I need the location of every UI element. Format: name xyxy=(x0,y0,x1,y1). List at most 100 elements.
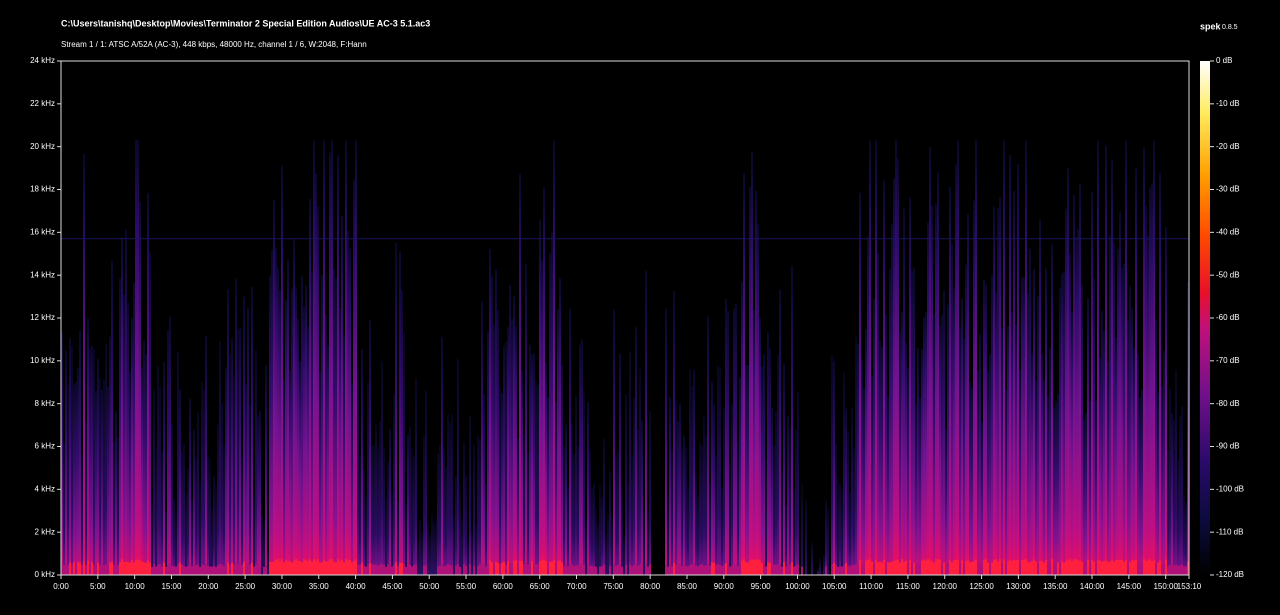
low-band xyxy=(1079,560,1081,575)
low-band xyxy=(903,561,905,575)
spectrum-column xyxy=(103,379,105,575)
low-band xyxy=(943,562,945,575)
spectrum-column xyxy=(1179,416,1181,575)
spectrum-column xyxy=(247,307,249,575)
x-tick-label: 30:00 xyxy=(272,582,293,591)
low-band xyxy=(747,562,749,575)
spectrum-column xyxy=(1045,267,1047,575)
low-band xyxy=(555,563,557,575)
low-band xyxy=(223,566,225,575)
spectrum-column xyxy=(1011,312,1013,575)
spectrum-column xyxy=(1167,450,1169,575)
spectrum-column xyxy=(183,443,185,575)
spectrum-column xyxy=(515,326,517,575)
low-band xyxy=(975,559,977,575)
low-band xyxy=(137,559,139,575)
low-band xyxy=(907,563,909,575)
x-tick-label: 75:00 xyxy=(603,582,624,591)
low-band xyxy=(647,566,649,575)
x-tick-label: 153:10 xyxy=(1177,582,1202,591)
spectrum-column xyxy=(841,488,843,575)
spectrum-column xyxy=(989,354,991,575)
low-band xyxy=(519,560,521,575)
spectrum-column xyxy=(791,265,793,575)
x-tick-label: 105:00 xyxy=(822,582,847,591)
spectrum-column xyxy=(409,426,411,575)
spectrum-column xyxy=(697,495,699,575)
low-band xyxy=(873,563,875,575)
low-band xyxy=(691,564,693,575)
spectrum-column xyxy=(243,296,245,575)
low-band xyxy=(549,561,551,575)
low-band xyxy=(271,561,273,575)
low-band xyxy=(1039,561,1041,575)
low-band xyxy=(221,564,223,575)
spectrum-column xyxy=(1097,140,1099,575)
low-band xyxy=(621,566,623,575)
low-band xyxy=(797,564,799,575)
x-tick-label: 130:00 xyxy=(1006,582,1031,591)
low-band xyxy=(599,566,601,575)
low-band xyxy=(199,566,201,575)
low-band xyxy=(1141,563,1143,575)
spectrum-column xyxy=(223,446,225,575)
low-band xyxy=(853,564,855,575)
low-band xyxy=(303,559,305,575)
spectrum-column xyxy=(359,455,361,575)
spectrum-column xyxy=(537,385,539,575)
low-band xyxy=(1165,559,1167,575)
low-band xyxy=(615,565,617,575)
low-band xyxy=(939,559,941,575)
spectrum-column xyxy=(623,535,625,575)
spectrum-column xyxy=(931,205,933,575)
low-band xyxy=(153,564,155,575)
low-band xyxy=(687,566,689,575)
low-band xyxy=(851,565,853,575)
spectrum-column xyxy=(477,435,479,575)
x-tick-label: 85:00 xyxy=(677,582,698,591)
spectrum-column xyxy=(429,532,431,575)
spectrum-column xyxy=(281,165,283,576)
spectrum-column xyxy=(1001,328,1003,575)
spectrum-column xyxy=(643,511,645,575)
low-band xyxy=(739,563,741,575)
low-band xyxy=(871,561,873,575)
x-tick-label: 100:00 xyxy=(785,582,810,591)
spectrum-column xyxy=(473,445,475,575)
spectrum-column xyxy=(219,341,221,575)
spectrum-column xyxy=(763,353,765,575)
spectrum-column xyxy=(287,259,289,575)
spectrum-column xyxy=(215,485,217,575)
spectrum-column xyxy=(853,448,855,575)
spectrum-column xyxy=(1077,228,1079,575)
spectrum-column xyxy=(1107,361,1109,575)
spectrum-column xyxy=(627,483,629,575)
low-band xyxy=(893,561,895,575)
low-band xyxy=(351,562,353,575)
x-tick-label: 20:00 xyxy=(198,582,219,591)
spectrum-column xyxy=(95,390,97,575)
spectrum-column xyxy=(1099,357,1101,575)
low-band xyxy=(337,559,339,575)
low-band xyxy=(1113,561,1115,575)
low-band xyxy=(403,564,405,575)
spectrum-column xyxy=(383,447,385,575)
low-band xyxy=(1033,559,1035,575)
spectrum-column xyxy=(893,178,895,576)
level-colorbar xyxy=(1200,61,1210,575)
spectrum-column xyxy=(943,289,945,575)
low-band xyxy=(265,563,267,575)
spectrum-column xyxy=(629,352,631,575)
low-band xyxy=(1133,560,1135,575)
low-band xyxy=(513,561,515,575)
spectrum-column xyxy=(357,368,359,575)
low-band xyxy=(291,562,293,575)
low-band xyxy=(589,565,591,575)
spectrum-column xyxy=(73,384,75,575)
spectrum-column xyxy=(831,354,833,575)
low-band xyxy=(521,561,523,575)
low-band xyxy=(69,562,71,575)
low-band xyxy=(293,560,295,575)
low-band xyxy=(487,563,489,575)
low-band xyxy=(525,563,527,575)
